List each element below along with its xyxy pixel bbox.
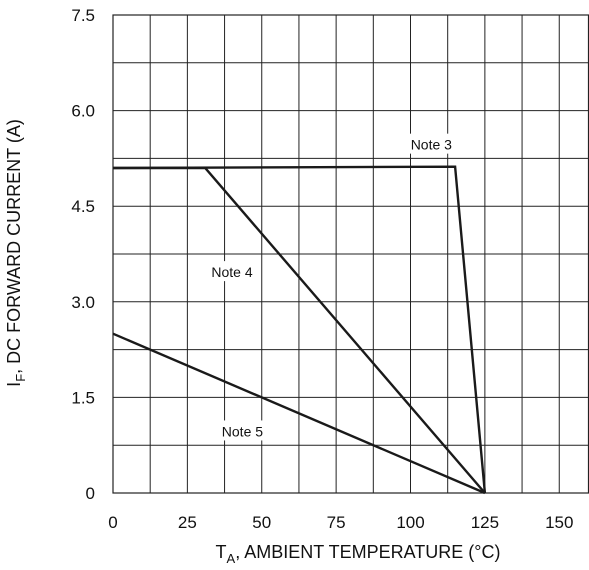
x-tick-label: 100: [396, 513, 424, 532]
annotation-text: Note 5: [222, 423, 263, 439]
annotation-text: Note 4: [211, 264, 252, 280]
x-tick-label: 150: [545, 513, 573, 532]
annotation-note-4: Note 4: [204, 261, 260, 282]
grid: [112, 14, 589, 494]
y-tick-label: 0: [86, 484, 95, 503]
y-axis-label: IF, DC FORWARD CURRENT (A): [4, 119, 28, 387]
annotation-text: Note 3: [411, 137, 452, 153]
x-tick-label: 25: [178, 513, 197, 532]
series-line-note-5: [112, 332, 486, 495]
x-tick-label: 0: [108, 513, 117, 532]
annotations: Note 3 Note 4 Note 5: [204, 133, 460, 441]
y-tick-label: 1.5: [71, 388, 95, 407]
y-tick-label: 4.5: [71, 197, 95, 216]
y-tick-label: 7.5: [71, 6, 95, 25]
series-line-note-4: [113, 166, 486, 494]
series-line-note-3: [112, 165, 487, 494]
y-tick-label: 6.0: [71, 102, 95, 121]
annotation-note-3: Note 3: [403, 133, 460, 154]
annotation-background: [403, 133, 460, 154]
annotation-background: [214, 420, 271, 441]
annotation-note-5: Note 5: [214, 420, 271, 441]
x-tick-label: 125: [471, 513, 499, 532]
y-tick-label: 3.0: [71, 293, 95, 312]
tick-labels: 0 25 50 75 100 125 150 0 1.5 3.0 4.5 6.0 7.5: [71, 6, 573, 532]
x-tick-label: 50: [252, 513, 271, 532]
x-tick-label: 75: [327, 513, 346, 532]
x-axis-label: TA, AMBIENT TEMPERATURE (°C): [216, 542, 501, 566]
annotation-background: [204, 261, 260, 282]
series-lines: [112, 165, 487, 495]
